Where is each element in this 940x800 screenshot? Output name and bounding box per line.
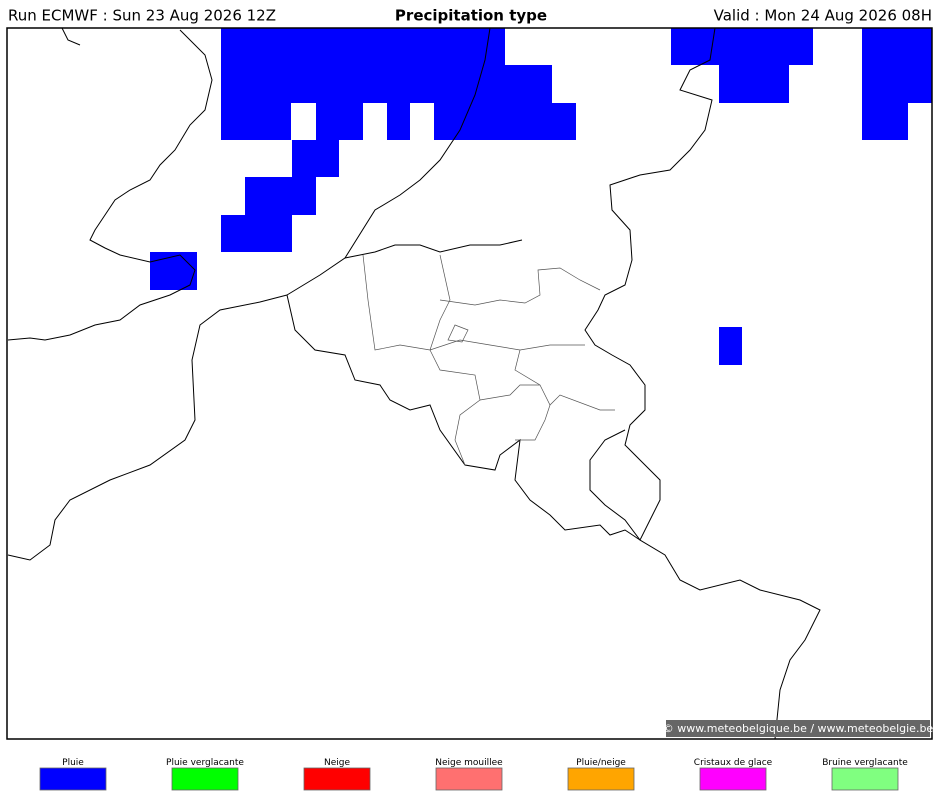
legend-swatch bbox=[567, 767, 635, 791]
province-borders bbox=[362, 254, 615, 466]
legend: Pluie Pluie verglacante Neige Neige mouille… bbox=[39, 758, 908, 791]
legend-swatch bbox=[39, 767, 107, 791]
title: Precipitation type bbox=[395, 7, 547, 25]
legend-label: Pluie/neige bbox=[576, 758, 626, 768]
legend-label: Bruine verglacante bbox=[822, 758, 908, 768]
legend-label: Cristaux de glace bbox=[694, 758, 773, 768]
legend-swatch bbox=[699, 767, 767, 791]
legend-label: Neige bbox=[324, 758, 350, 768]
legend-swatch bbox=[303, 767, 371, 791]
coastlines bbox=[7, 27, 821, 740]
map-frame bbox=[6, 27, 933, 740]
watermark-box bbox=[666, 720, 930, 737]
watermark: © www.meteobelgique.be / www.meteobelgie… bbox=[663, 722, 934, 735]
legend-swatch bbox=[435, 767, 503, 791]
legend-label: Pluie verglacante bbox=[166, 758, 244, 768]
valid-label: Valid : Mon 24 Aug 2026 08H bbox=[714, 7, 932, 25]
legend-swatch bbox=[831, 767, 899, 791]
run-label: Run ECMWF : Sun 23 Aug 2026 12Z bbox=[8, 7, 276, 25]
legend-label: Neige mouillee bbox=[435, 758, 503, 768]
legend-label: Pluie bbox=[62, 758, 84, 768]
legend-swatch bbox=[171, 767, 239, 791]
